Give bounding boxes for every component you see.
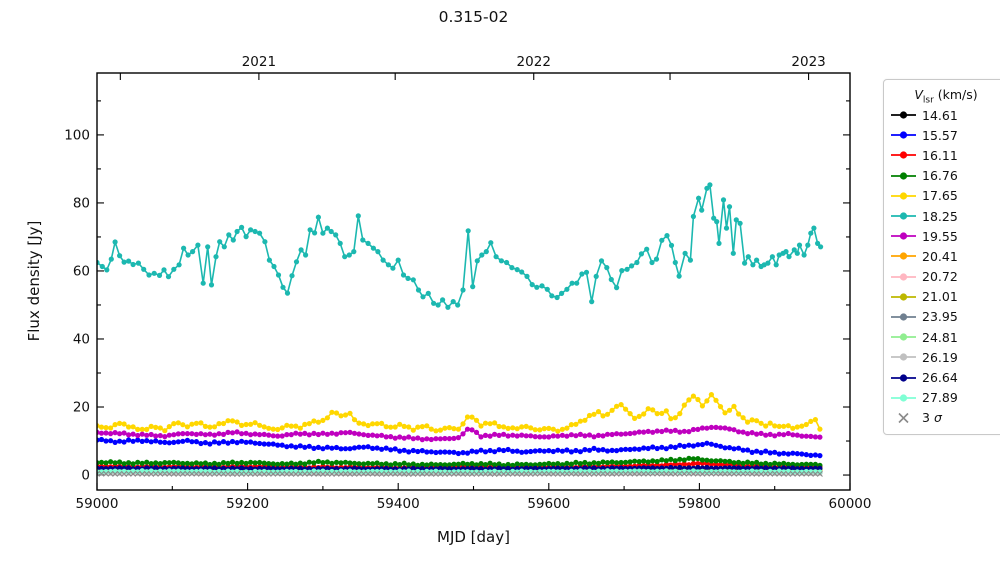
legend-title-var: V — [914, 87, 923, 102]
legend-line-marker-icon — [891, 333, 916, 341]
legend-label: 24.81 — [922, 329, 958, 345]
legend-entry: 16.11 — [890, 145, 1000, 165]
legend-line-marker-icon — [891, 212, 916, 220]
x-tick-label: 60000 — [829, 496, 872, 512]
year-tick-label: 2023 — [791, 54, 825, 70]
series-19.55 — [97, 424, 823, 443]
legend-entry: 18.25 — [890, 206, 1000, 226]
legend-entry: 19.55 — [890, 226, 1000, 246]
y-tick-label: 60 — [73, 263, 90, 279]
legend-label: 19.55 — [922, 228, 958, 244]
legend-line-marker-icon — [891, 111, 916, 119]
x-tick-label: 59800 — [678, 496, 721, 512]
legend-label: 15.57 — [922, 127, 958, 143]
legend-line-marker-icon — [891, 373, 916, 382]
legend-x-marker-icon — [898, 412, 909, 423]
legend-line-marker-icon — [891, 272, 916, 281]
legend-line-marker-icon — [891, 293, 916, 301]
legend-label: 23.95 — [922, 309, 958, 325]
x-tick-label: 59200 — [226, 496, 269, 512]
x-tick-label: 59000 — [76, 496, 119, 512]
legend-title-sub: lsr — [922, 95, 934, 106]
legend-label: 16.11 — [922, 147, 958, 163]
legend-entry: 24.81 — [890, 327, 1000, 347]
legend-entry: 16.76 — [890, 166, 1000, 186]
legend-label: 16.76 — [922, 168, 958, 184]
legend-entry: 21.01 — [890, 287, 1000, 307]
legend-title-unit: (km/s) — [933, 87, 978, 102]
legend-label: 18.25 — [922, 208, 958, 224]
y-tick-label: 40 — [73, 331, 90, 347]
legend-line-marker-icon — [891, 172, 916, 180]
legend-label: 20.72 — [922, 269, 958, 285]
legend-line-marker-icon — [891, 252, 916, 261]
year-tick-label: 2021 — [242, 54, 276, 70]
series-3σ — [97, 470, 823, 478]
y-tick-label: 20 — [73, 400, 90, 416]
legend: Vlsr (km/s) 14.61 15.57 16.11 16.76 17.65 18.… — [883, 79, 1000, 435]
axes-frame — [96, 72, 851, 491]
series-15.57 — [97, 436, 823, 459]
legend-line-marker-icon — [891, 232, 916, 240]
legend-entry: 26.19 — [890, 347, 1000, 367]
legend-label: 21.01 — [922, 289, 958, 305]
y-tick-label: 0 — [81, 468, 90, 484]
y-axis-label: Flux density [Jy] — [25, 220, 43, 342]
series-18.25 — [97, 182, 824, 310]
legend-entry: 17.65 — [890, 186, 1000, 206]
legend-label: 20.41 — [922, 248, 958, 264]
legend-label: 3 σ — [922, 410, 942, 426]
x-axis-label: MJD [day] — [437, 528, 510, 546]
legend-line-marker-icon — [891, 313, 916, 321]
legend-label: 14.61 — [922, 107, 958, 123]
legend-title: Vlsr (km/s) — [890, 85, 1000, 106]
y-tick-label: 80 — [73, 195, 90, 211]
x-tick-label: 59600 — [527, 496, 570, 512]
legend-line-marker-icon — [891, 151, 916, 160]
legend-label: 27.89 — [922, 390, 958, 406]
y-tick-label: 100 — [64, 127, 90, 143]
legend-entries: 14.61 15.57 16.11 16.76 17.65 18.25 19.55 20.41… — [890, 105, 1000, 428]
legend-line-marker-icon — [891, 394, 916, 402]
legend-label: 26.64 — [922, 370, 958, 386]
legend-entry: 23.95 — [890, 307, 1000, 327]
legend-label: 17.65 — [922, 188, 958, 204]
legend-line-marker-icon — [891, 192, 916, 200]
series-17.65 — [97, 392, 823, 434]
legend-line-marker-icon — [891, 353, 916, 361]
legend-entry: 26.64 — [890, 367, 1000, 387]
legend-entry: 27.89 — [890, 388, 1000, 408]
legend-entry: 20.41 — [890, 246, 1000, 266]
legend-entry: 20.72 — [890, 267, 1000, 287]
series-16.76 — [97, 455, 823, 469]
plot-title: 0.315-02 — [438, 8, 509, 26]
x-tick-label: 59400 — [377, 496, 420, 512]
legend-line-marker-icon — [891, 131, 916, 139]
legend-entry: 15.57 — [890, 125, 1000, 145]
year-tick-label: 2022 — [517, 54, 551, 70]
legend-entry: 3 σ — [890, 408, 1000, 428]
legend-entry: 14.61 — [890, 105, 1000, 125]
legend-label: 26.19 — [922, 349, 958, 365]
